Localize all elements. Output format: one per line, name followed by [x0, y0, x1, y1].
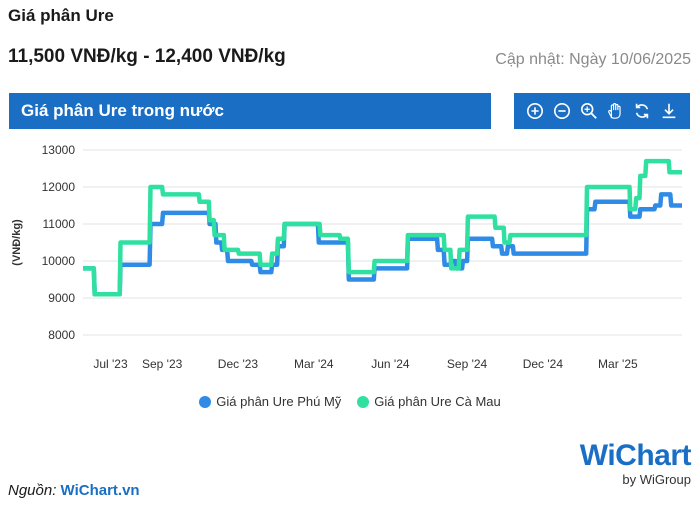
series-line-ca-mau — [83, 158, 682, 297]
y-tick-label: 12000 — [42, 180, 76, 194]
x-tick-label: Mar '24 — [294, 357, 334, 371]
y-tick-label: 10000 — [42, 254, 76, 268]
y-tick-label: 9000 — [48, 291, 75, 305]
x-tick-label: Sep '23 — [142, 357, 183, 371]
x-tick-label: Jun '24 — [371, 357, 410, 371]
y-tick-label: 11000 — [43, 217, 76, 231]
hand-pan-icon[interactable] — [605, 101, 625, 121]
legend-label-phu-my: Giá phân Ure Phú Mỹ — [216, 394, 342, 409]
chart-panel-title: Giá phân Ure trong nước — [9, 93, 491, 129]
y-tick-label: 8000 — [48, 328, 75, 342]
price-line-chart: 8000 9000 10000 11000 12000 13000 (VNĐ/kg) Jul … — [11, 143, 682, 371]
legend-dot-ca-mau — [357, 395, 370, 408]
legend-item-ca-mau[interactable]: Giá phân Ure Cà Mau — [357, 394, 501, 409]
source-note: Nguồn: WiChart.vn — [8, 482, 140, 499]
price-range: 11,500 VNĐ/kg - 12,400 VNĐ/kg — [8, 46, 286, 67]
updated-date: Cập nhật: Ngày 10/06/2025 — [495, 51, 691, 68]
x-tick-label: Mar '25 — [598, 357, 638, 371]
page-title: Giá phân Ure — [8, 6, 114, 25]
x-tick-label: Sep '24 — [447, 357, 488, 371]
x-tick-label: Jul '23 — [93, 357, 128, 371]
source-link[interactable]: WiChart.vn — [60, 482, 140, 499]
y-axis-label: (VNĐ/kg) — [11, 219, 23, 266]
reset-icon[interactable] — [632, 101, 652, 121]
chart-toolbar — [514, 93, 690, 129]
download-icon[interactable] — [659, 101, 679, 121]
logo-wordmark: WiChart — [579, 439, 692, 472]
y-tick-label: 13000 — [42, 143, 76, 157]
x-tick-label: Dec '23 — [218, 357, 259, 371]
zoom-out-icon[interactable] — [552, 101, 572, 121]
wichart-logo: WiChart by WiGroup — [579, 439, 692, 488]
magnifier-icon[interactable] — [579, 101, 599, 121]
legend-label-ca-mau: Giá phân Ure Cà Mau — [374, 394, 501, 409]
x-tick-label: Dec '24 — [523, 357, 564, 371]
source-label: Nguồn: — [8, 482, 57, 499]
legend-item-phu-my[interactable]: Giá phân Ure Phú Mỹ — [199, 394, 341, 409]
series-line-phu-my — [83, 192, 682, 297]
chart-legend: Giá phân Ure Phú Mỹ Giá phân Ure Cà Mau — [0, 394, 700, 409]
legend-dot-phu-my — [199, 395, 212, 408]
logo-subtitle: by WiGroup — [622, 472, 691, 487]
zoom-in-icon[interactable] — [525, 101, 545, 121]
